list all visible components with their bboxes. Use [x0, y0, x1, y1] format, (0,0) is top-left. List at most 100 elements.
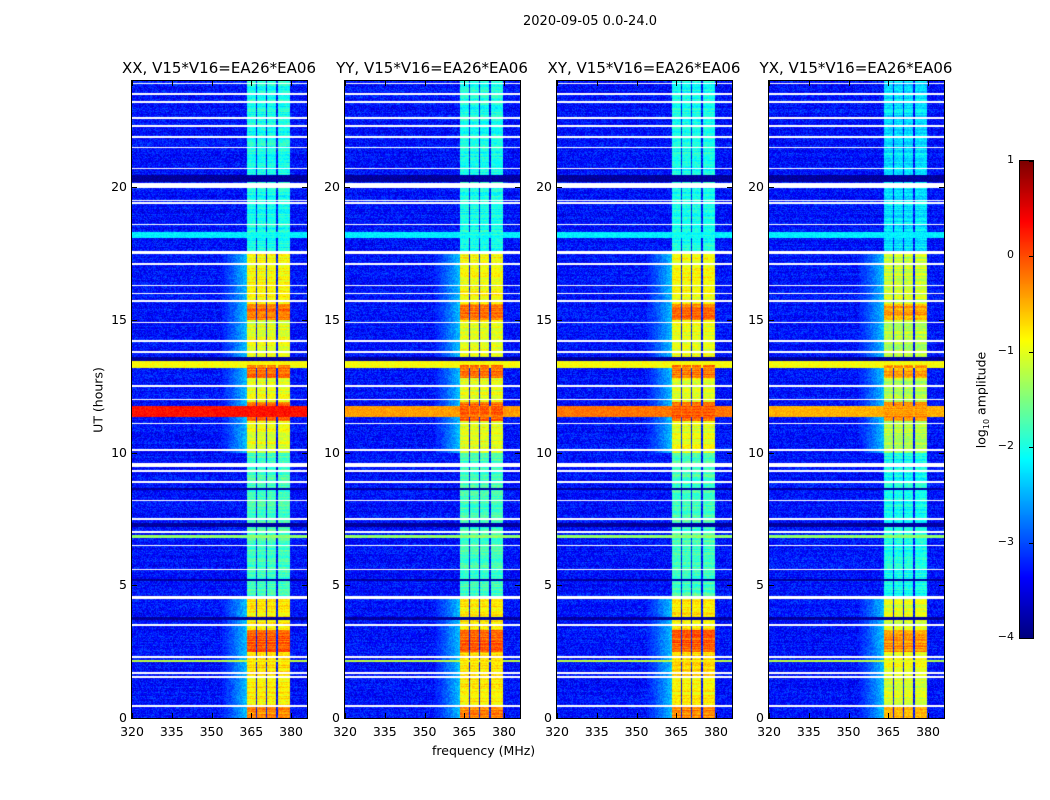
x-tick-label: 335 [372, 724, 397, 739]
panel-title: YY, V15*V16=EA26*EA06 [336, 59, 528, 77]
x-tick-mark [211, 713, 213, 718]
colorbar [1019, 160, 1034, 639]
x-tick-label: 320 [757, 724, 781, 739]
x-tick-mark [504, 713, 506, 718]
x-tick-mark [769, 81, 770, 86]
x-tick-mark [384, 713, 386, 718]
x-tick-mark [171, 713, 173, 718]
y-tick-mark [302, 319, 307, 321]
y-tick-mark [132, 187, 137, 189]
y-tick-mark [939, 319, 944, 321]
y-tick-label: 10 [536, 444, 552, 460]
y-tick-mark [345, 319, 350, 321]
y-tick-mark [345, 585, 350, 587]
x-tick-mark [132, 81, 133, 86]
x-tick-mark [384, 81, 386, 86]
x-tick-mark [928, 81, 930, 86]
x-tick-mark [928, 713, 930, 718]
y-tick-label: 10 [324, 444, 340, 460]
y-tick-mark [302, 718, 307, 719]
x-tick-label: 380 [492, 724, 516, 739]
y-tick-mark [939, 187, 944, 189]
colorbar-tick-mark [1029, 638, 1033, 639]
x-tick-label: 380 [704, 724, 728, 739]
y-tick-label: 5 [756, 577, 764, 593]
colorbar-tick-label: −2 [997, 439, 1014, 453]
x-tick-mark [424, 81, 426, 86]
colorbar-label: log10 amplitude [973, 351, 991, 449]
y-tick-mark [727, 585, 732, 587]
y-tick-mark [345, 718, 350, 719]
x-tick-label: 350 [624, 724, 649, 739]
y-tick-label: 5 [119, 577, 127, 593]
y-tick-mark [769, 585, 774, 587]
x-tick-mark [464, 713, 466, 718]
y-tick-label: 20 [536, 179, 552, 195]
y-tick-mark [132, 585, 137, 587]
x-tick-mark [345, 713, 346, 718]
y-tick-mark [345, 452, 350, 454]
x-tick-mark [251, 81, 253, 86]
y-tick-mark [939, 452, 944, 454]
x-tick-mark [464, 81, 466, 86]
x-tick-mark [716, 81, 718, 86]
y-tick-mark [557, 187, 562, 189]
y-tick-mark [727, 319, 732, 321]
y-tick-mark [302, 452, 307, 454]
x-tick-mark [171, 81, 173, 86]
x-tick-mark [291, 81, 293, 86]
colorbar-tick-label: −3 [997, 534, 1014, 548]
x-tick-label: 365 [664, 724, 689, 739]
y-tick-mark [727, 187, 732, 189]
colorbar-tick-label: 1 [1007, 153, 1014, 166]
x-tick-label: 365 [876, 724, 901, 739]
x-tick-label: 365 [239, 724, 264, 739]
colorbar-tick-label: −4 [997, 630, 1014, 643]
spectrogram-panel [131, 80, 308, 719]
x-tick-mark [808, 81, 810, 86]
x-tick-mark [291, 713, 293, 718]
y-axis-label: UT (hours) [90, 367, 106, 433]
y-tick-mark [557, 718, 562, 719]
x-tick-mark [251, 713, 253, 718]
x-tick-label: 335 [796, 724, 821, 739]
x-tick-mark [888, 81, 890, 86]
x-tick-label: 365 [452, 724, 477, 739]
y-tick-mark [727, 718, 732, 719]
colorbar-tick-mark [1029, 542, 1033, 544]
x-tick-mark [848, 713, 850, 718]
y-tick-label: 10 [111, 444, 127, 460]
x-tick-mark [676, 713, 678, 718]
colorbar-tick-mark [1029, 351, 1033, 353]
x-axis-label: frequency (MHz) [432, 743, 536, 758]
colorbar-tick-label: −1 [997, 343, 1014, 357]
x-tick-mark [636, 81, 638, 86]
y-tick-mark [515, 718, 520, 719]
spectrogram-panel [344, 80, 521, 719]
y-tick-label: 10 [748, 444, 764, 460]
spectrogram-panel [556, 80, 733, 719]
y-tick-mark [132, 319, 137, 321]
y-tick-mark [769, 718, 774, 719]
y-tick-label: 15 [748, 311, 764, 327]
x-tick-label: 380 [279, 724, 303, 739]
y-tick-label: 5 [332, 577, 340, 593]
y-tick-label: 15 [536, 311, 552, 327]
y-tick-mark [515, 452, 520, 454]
x-tick-label: 320 [120, 724, 144, 739]
y-tick-mark [557, 319, 562, 321]
y-tick-label: 0 [756, 710, 764, 725]
x-tick-mark [676, 81, 678, 86]
y-tick-label: 20 [111, 179, 127, 195]
y-tick-label: 0 [332, 710, 340, 725]
spectrogram-heatmap [132, 81, 307, 718]
x-tick-mark [808, 713, 810, 718]
spectrogram-heatmap [557, 81, 732, 718]
x-tick-mark [345, 81, 346, 86]
spectrogram-heatmap [345, 81, 520, 718]
x-tick-mark [132, 713, 133, 718]
x-tick-mark [211, 81, 213, 86]
y-tick-mark [132, 452, 137, 454]
x-tick-label: 350 [199, 724, 224, 739]
y-tick-mark [557, 452, 562, 454]
